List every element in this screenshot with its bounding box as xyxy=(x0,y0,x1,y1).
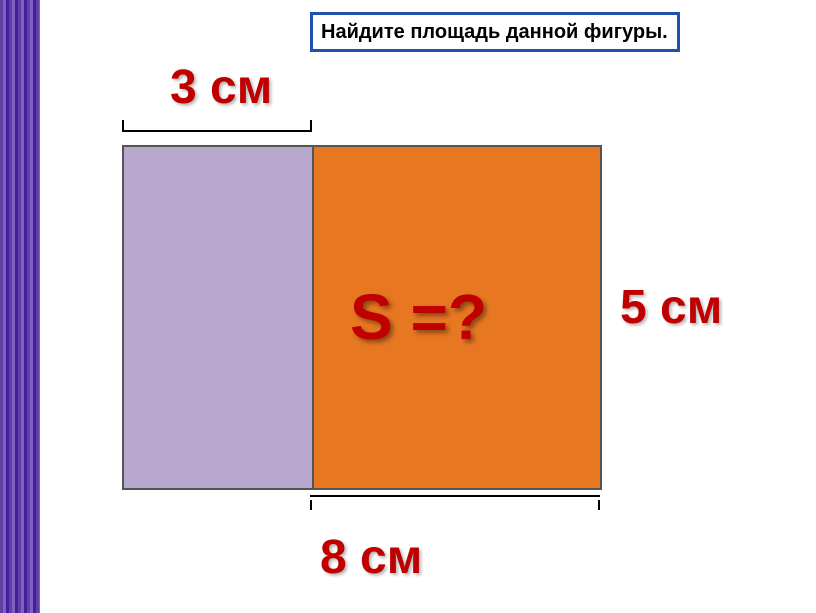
bracket-top-line xyxy=(122,130,312,132)
label-top-dimension: 3 см xyxy=(170,60,272,115)
label-bottom-dimension: 8 см xyxy=(320,530,422,585)
decorative-left-border xyxy=(0,0,40,613)
bracket-top xyxy=(122,120,312,135)
area-formula: S =? xyxy=(350,280,487,354)
title-text: Найдите площадь данной фигуры. xyxy=(321,21,668,44)
bracket-bottom-line xyxy=(310,495,600,497)
title-box: Найдите площадь данной фигуры. xyxy=(310,12,680,52)
bracket-bottom xyxy=(310,495,600,510)
purple-rectangle xyxy=(122,145,314,490)
label-right-dimension: 5 см xyxy=(620,280,722,335)
